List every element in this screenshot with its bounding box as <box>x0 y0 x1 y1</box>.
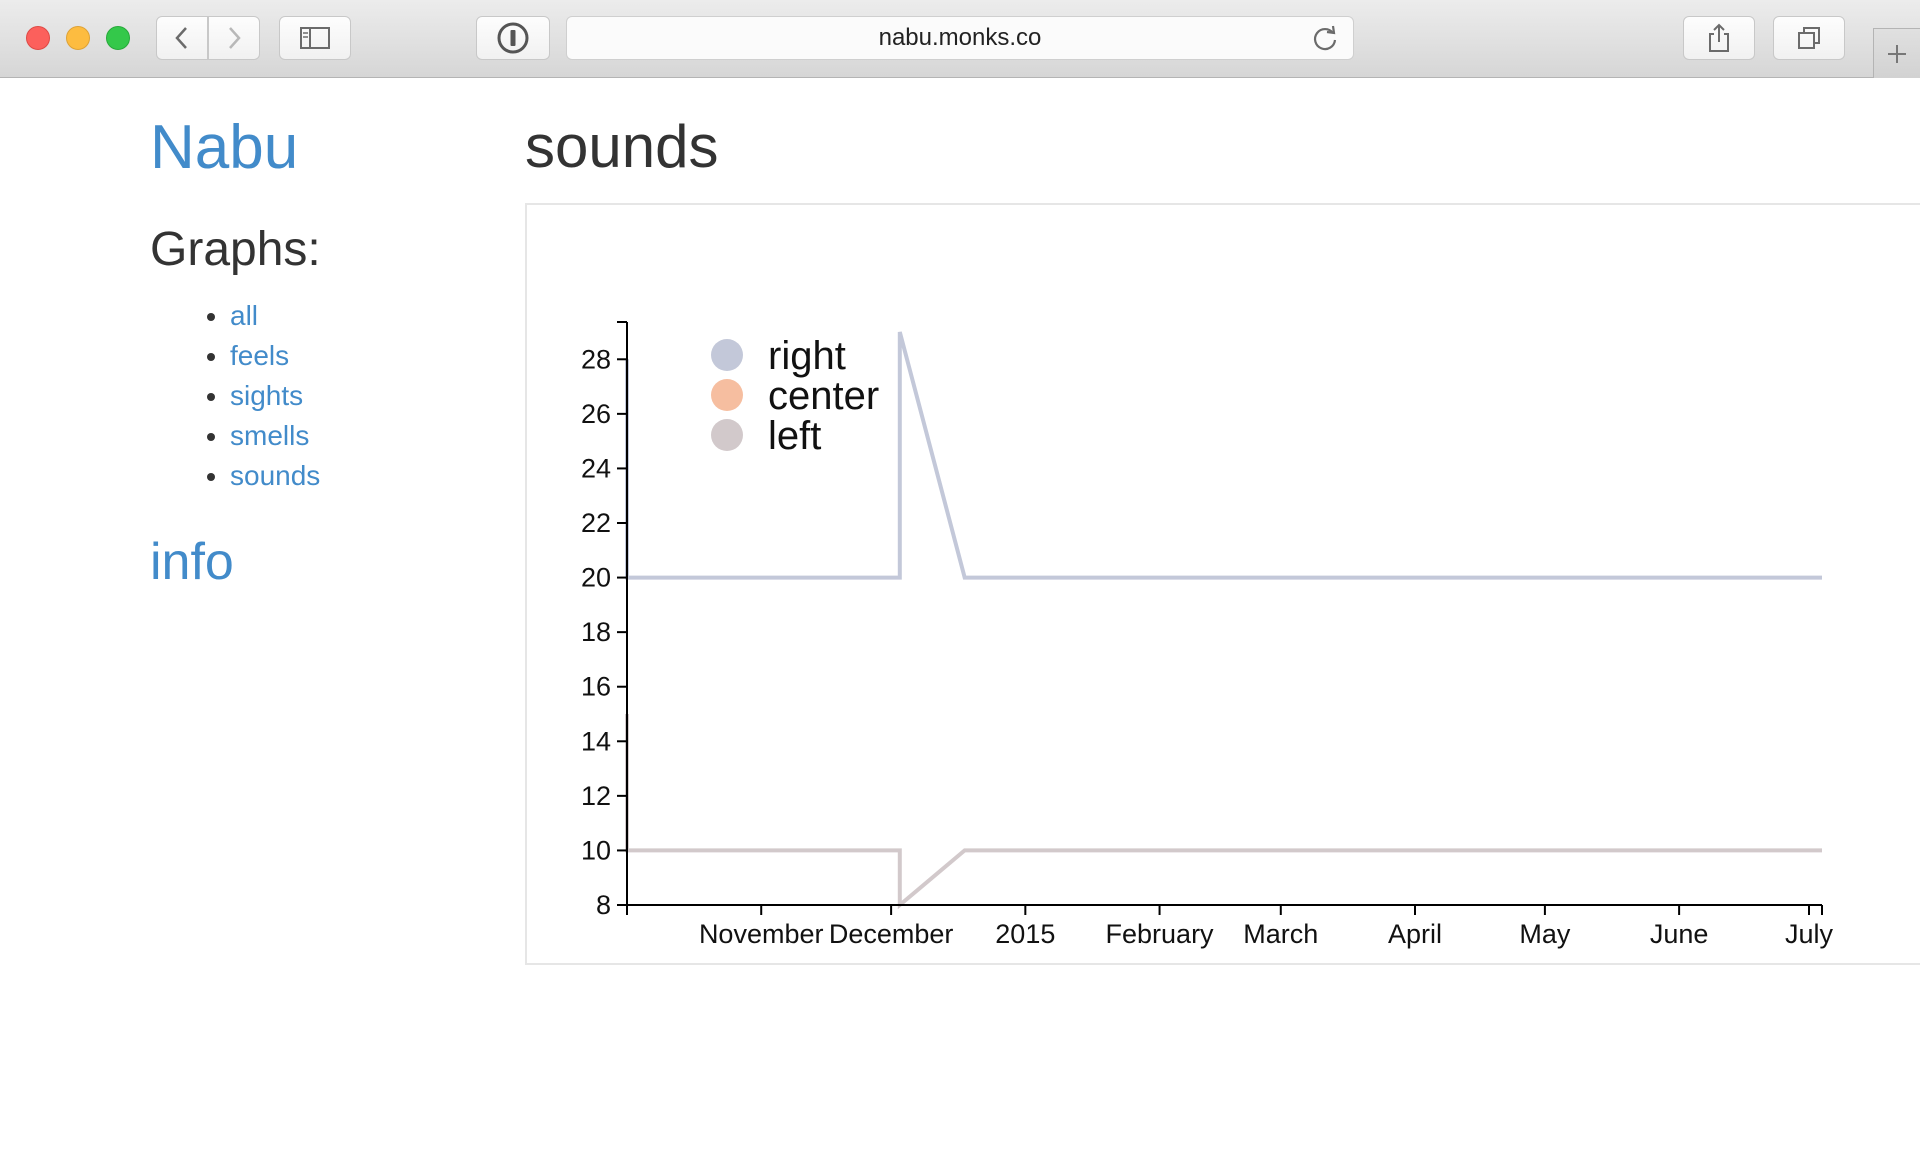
graph-link-sounds[interactable]: sounds <box>230 460 321 491</box>
x-tick-label: 2015 <box>995 919 1055 949</box>
y-tick-label: 12 <box>581 781 611 811</box>
y-tick-label: 14 <box>581 726 611 756</box>
minimize-window-button[interactable] <box>66 26 90 50</box>
graph-nav-list: all feels sights smells sounds <box>150 296 320 496</box>
sounds-line-chart: 8 10 12 14 16 18 20 22 24 26 28 November December 20… <box>581 302 1834 949</box>
info-link[interactable]: info <box>150 533 234 591</box>
reload-icon <box>1313 25 1337 51</box>
new-tab-button[interactable] <box>1873 28 1920 78</box>
graph-nav-item: smells <box>230 416 320 456</box>
x-tick-label: July <box>1785 919 1834 949</box>
reload-button[interactable] <box>1311 25 1339 60</box>
x-tick-label: May <box>1519 919 1571 949</box>
tabs-overview-icon <box>1798 27 1820 49</box>
y-tick-label: 10 <box>581 835 611 865</box>
series-line-left <box>625 714 1822 910</box>
y-tick-label: 26 <box>581 399 611 429</box>
maximize-window-button[interactable] <box>106 26 130 50</box>
url-text: nabu.monks.co <box>878 24 1042 51</box>
plus-icon <box>1888 44 1906 63</box>
graph-nav-item: all <box>230 296 320 336</box>
graph-link-feels[interactable]: feels <box>230 340 290 371</box>
x-tick-label: December <box>829 919 954 949</box>
share-button[interactable] <box>1683 16 1755 60</box>
legend-label-center: center <box>768 374 879 418</box>
graph-nav-item: sights <box>230 376 320 416</box>
y-tick-label: 28 <box>581 344 611 374</box>
y-axis: 8 10 12 14 16 18 20 22 24 26 28 <box>581 321 628 920</box>
graph-nav-item: feels <box>230 336 320 376</box>
sidebar-icon <box>300 27 330 49</box>
back-button[interactable] <box>156 16 208 60</box>
address-bar[interactable]: nabu.monks.co <box>566 16 1354 60</box>
x-tick-label: April <box>1388 919 1442 949</box>
password-manager-button[interactable] <box>476 16 550 60</box>
close-window-button[interactable] <box>26 26 50 50</box>
share-icon <box>1709 23 1729 52</box>
chevron-left-icon <box>175 27 187 49</box>
graph-nav-item: sounds <box>230 456 320 496</box>
x-tick-label: June <box>1650 919 1709 949</box>
browser-toolbar: nabu.monks.co <box>0 0 1920 78</box>
y-tick-label: 22 <box>581 508 611 538</box>
y-tick-label: 16 <box>581 672 611 702</box>
x-tick-label: March <box>1243 919 1318 949</box>
x-tick-label: February <box>1106 919 1215 949</box>
legend-label-right: right <box>768 334 846 378</box>
y-tick-label: 18 <box>581 617 611 647</box>
legend-swatch-right <box>711 339 743 371</box>
chart-panel: 8 10 12 14 16 18 20 22 24 26 28 November December 20… <box>525 203 1920 965</box>
password-manager-icon <box>497 22 529 54</box>
graph-link-all[interactable]: all <box>230 300 259 331</box>
tabs-overview-button[interactable] <box>1773 16 1845 60</box>
y-tick-label: 8 <box>596 890 611 920</box>
legend-label-left: left <box>768 414 821 458</box>
legend-swatch-center <box>711 379 743 411</box>
brand-link[interactable]: Nabu <box>150 113 299 182</box>
graph-link-sights[interactable]: sights <box>230 380 304 411</box>
page-title: sounds <box>525 113 719 180</box>
graph-link-smells[interactable]: smells <box>230 420 310 451</box>
legend-swatch-left <box>711 419 743 451</box>
chevron-right-icon <box>229 27 241 49</box>
x-tick-label: November <box>699 919 824 949</box>
y-tick-label: 20 <box>581 563 611 593</box>
x-axis: November December 2015 February March April Ma… <box>626 904 1834 949</box>
sidebar-toggle-button[interactable] <box>279 16 351 60</box>
y-tick-label: 24 <box>581 453 611 483</box>
graphs-heading: Graphs: <box>150 223 321 276</box>
forward-button[interactable] <box>208 16 260 60</box>
